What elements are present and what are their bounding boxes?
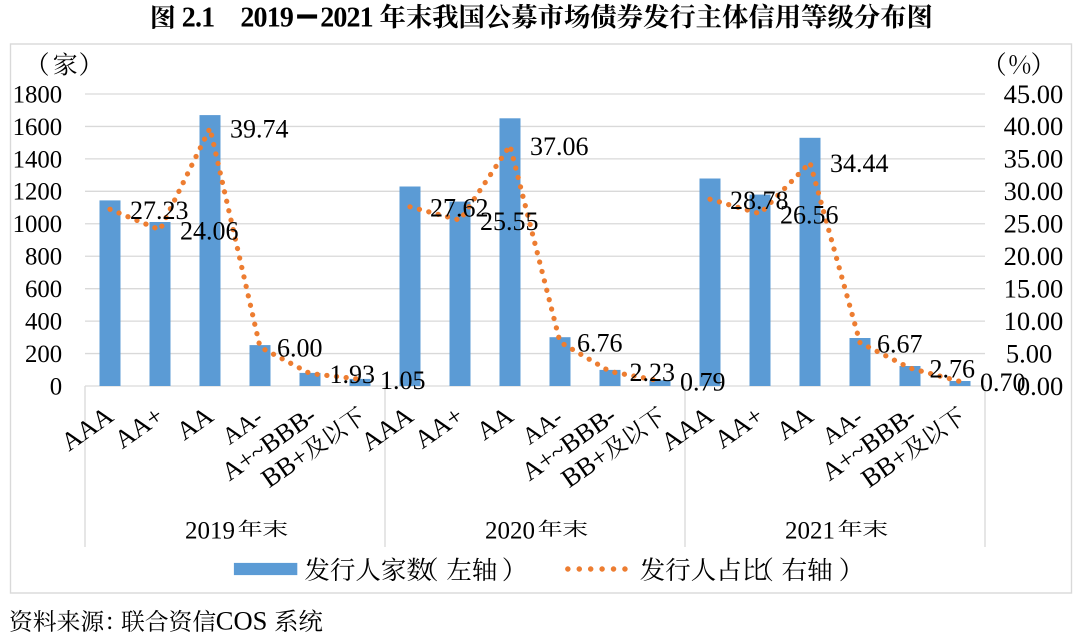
svg-text:1.05: 1.05 xyxy=(380,366,426,395)
svg-text:39.74: 39.74 xyxy=(230,115,289,144)
svg-text:6.00: 6.00 xyxy=(277,334,323,363)
svg-text:1800: 1800 xyxy=(13,81,63,108)
svg-text:1200: 1200 xyxy=(13,179,63,206)
svg-text:600: 600 xyxy=(25,276,62,303)
svg-text:0.00: 0.00 xyxy=(1017,371,1063,401)
svg-text:35.00: 35.00 xyxy=(1004,144,1064,174)
svg-text:20.00: 20.00 xyxy=(1004,241,1064,271)
svg-text:2.1: 2.1 xyxy=(182,3,214,34)
svg-text:200: 200 xyxy=(25,341,62,368)
svg-text:37.06: 37.06 xyxy=(530,132,589,161)
svg-text:2.23: 2.23 xyxy=(630,358,676,387)
svg-text:28.78: 28.78 xyxy=(730,186,789,215)
svg-text:10.00: 10.00 xyxy=(1004,306,1064,336)
svg-text:30.00: 30.00 xyxy=(1004,176,1064,206)
svg-text:45.00: 45.00 xyxy=(1004,79,1064,109)
svg-text:15.00: 15.00 xyxy=(1004,274,1064,304)
svg-text:2.76: 2.76 xyxy=(930,355,976,384)
svg-text:2019: 2019 xyxy=(240,3,293,34)
svg-text:0: 0 xyxy=(50,373,62,400)
svg-text:34.44: 34.44 xyxy=(830,149,889,178)
svg-text:800: 800 xyxy=(25,244,62,271)
svg-text:6.67: 6.67 xyxy=(877,329,923,358)
svg-text:0.70: 0.70 xyxy=(980,368,1026,397)
svg-text:5.00: 5.00 xyxy=(1006,338,1052,368)
svg-text:27.23: 27.23 xyxy=(130,196,189,225)
svg-text:26.56: 26.56 xyxy=(780,200,839,229)
svg-text:1.93: 1.93 xyxy=(330,360,376,389)
svg-text:25.00: 25.00 xyxy=(1004,209,1064,239)
svg-text:0.79: 0.79 xyxy=(680,368,726,397)
svg-text:1400: 1400 xyxy=(13,146,63,173)
svg-text:1600: 1600 xyxy=(13,114,63,141)
svg-text:2020: 2020 xyxy=(485,517,535,544)
svg-text:2019: 2019 xyxy=(185,517,235,544)
svg-text:24.06: 24.06 xyxy=(180,217,239,246)
svg-text:6.76: 6.76 xyxy=(577,329,623,358)
svg-text:1000: 1000 xyxy=(13,211,63,238)
svg-text:2021: 2021 xyxy=(785,517,835,544)
svg-text:2021: 2021 xyxy=(320,3,373,34)
svg-text:COS: COS xyxy=(216,606,268,636)
svg-text:25.55: 25.55 xyxy=(480,207,539,236)
svg-text:400: 400 xyxy=(25,309,62,336)
svg-text:40.00: 40.00 xyxy=(1004,111,1064,141)
svg-text:27.62: 27.62 xyxy=(430,193,489,222)
